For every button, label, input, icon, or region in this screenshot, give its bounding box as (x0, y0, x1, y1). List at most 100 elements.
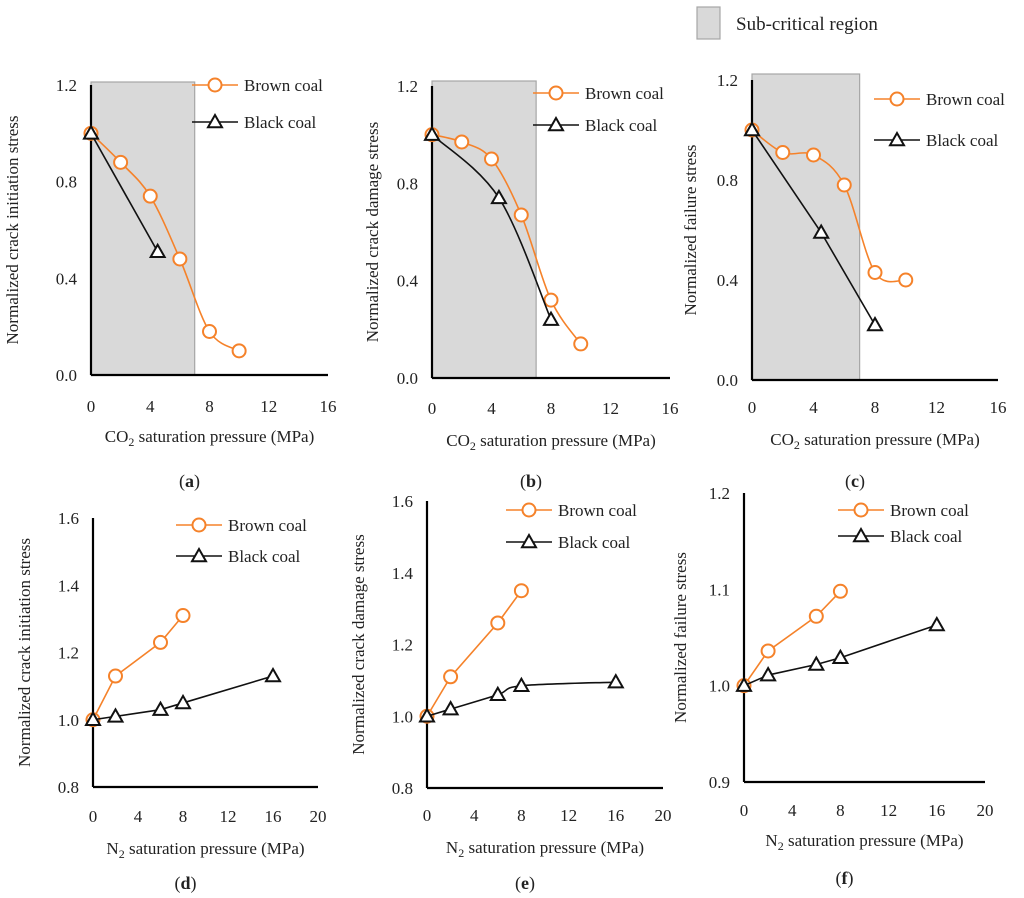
legend-item-black-coal: Black coal (176, 546, 300, 566)
y-tick-label: 0.8 (392, 779, 413, 798)
y-axis-label: Normalized crack damage stress (363, 122, 382, 342)
x-tick-label: 12 (928, 398, 945, 417)
data-point (836, 177, 852, 193)
legend-label: Black coal (926, 131, 998, 150)
y-tick-label: 1.4 (392, 564, 414, 583)
y-tick-label: 0.0 (717, 371, 738, 390)
panel-caption: (a) (179, 471, 200, 492)
data-point (84, 710, 102, 726)
series-line (426, 590, 523, 717)
panel-caption: (e) (515, 873, 535, 894)
y-tick-label: 1.0 (392, 707, 413, 726)
y-tick-label: 1.2 (392, 636, 413, 655)
data-point (108, 668, 123, 684)
legend-triangle-marker (852, 526, 870, 543)
data-point (175, 608, 191, 624)
x-tick-label: 0 (428, 399, 437, 418)
sub-critical-region (751, 73, 861, 381)
data-point (106, 707, 125, 723)
data-point (832, 583, 848, 599)
x-tick-label: 12 (260, 397, 277, 416)
x-tick-label: 16 (928, 801, 945, 820)
figure-legend: Sub-critical region (696, 6, 878, 40)
x-tick-label: 8 (836, 801, 845, 820)
legend-circle-marker (889, 91, 905, 107)
y-tick-label: 1.1 (709, 580, 730, 599)
legend-item-black-coal: Black coal (506, 532, 630, 552)
x-tick-label: 4 (809, 398, 818, 417)
chart-legend: Brown coal Black coal (176, 516, 307, 566)
data-point (513, 583, 529, 599)
x-tick-label: 12 (560, 806, 577, 825)
series-black-coal (82, 124, 167, 258)
x-tick-label: 4 (146, 397, 155, 416)
series-black-coal (735, 615, 946, 692)
legend-item-black-coal: Black coal (874, 130, 998, 150)
legend-item-black-coal: Black coal (838, 526, 962, 546)
y-tick-label: 0.8 (717, 171, 738, 190)
panel-caption: (b) (520, 471, 542, 492)
data-point (264, 667, 282, 683)
data-point (231, 343, 247, 359)
x-tick-label: 0 (89, 807, 98, 826)
x-tick-label: 8 (547, 399, 556, 418)
data-point (113, 154, 129, 170)
data-point (484, 151, 499, 167)
panel-caption: (f) (836, 868, 854, 889)
legend-item-brown-coal: Brown coal (838, 501, 969, 520)
data-point (142, 188, 158, 204)
legend-item-brown-coal: Brown coal (176, 516, 307, 535)
legend-circle-marker (521, 502, 537, 518)
series-brown-coal (83, 125, 247, 359)
chart-legend: Brown coal Black coal (874, 90, 1005, 150)
y-tick-label: 1.2 (58, 644, 79, 663)
x-tick-label: 12 (220, 807, 237, 826)
sub-critical-region (431, 80, 537, 379)
y-axis-label: Normalized crack initiation stress (15, 538, 34, 767)
data-point (759, 666, 777, 682)
x-tick-label: 20 (977, 801, 994, 820)
data-point (151, 700, 170, 716)
legend-circle-marker (853, 502, 869, 518)
x-tick-label: 4 (788, 801, 797, 820)
x-axis-label: N2 saturation pressure (MPa) (446, 838, 644, 860)
legend-item-black-coal: Black coal (533, 115, 657, 135)
data-point (148, 242, 167, 258)
legend-item-brown-coal: Brown coal (506, 501, 637, 520)
x-tick-label: 12 (880, 801, 897, 820)
data-point (808, 608, 824, 624)
series-black-coal (84, 667, 282, 726)
x-tick-label: 4 (470, 806, 479, 825)
data-point (174, 693, 192, 710)
data-point (423, 125, 441, 141)
x-tick-label: 4 (134, 807, 143, 826)
legend-triangle-marker (888, 130, 906, 147)
x-axis-label: N2 saturation pressure (MPa) (106, 839, 304, 861)
data-point (573, 336, 589, 352)
chart-panel-c: 0.0 0.4 0.8 1.2 0 4 8 12 16 CO2 saturation pressu… (681, 71, 1007, 492)
x-tick-label: 8 (179, 807, 188, 826)
y-tick-label: 1.2 (717, 71, 738, 90)
data-point (607, 673, 625, 689)
legend-label: Black coal (890, 527, 962, 546)
legend-item-brown-coal: Brown coal (874, 90, 1005, 109)
x-tick-label: 8 (871, 398, 880, 417)
chart-panel-e: 0.8 1.0 1.2 1.4 1.6 0 4 8 12 16 20 N2 saturation pr… (349, 492, 672, 894)
chart-panel-a: 0.0 0.4 0.8 1.2 0 4 8 12 16 CO2 saturation pressu… (3, 76, 337, 492)
chart-panel-b: 0.0 0.4 0.8 1.2 0 4 8 12 16 CO2 saturation pressu… (363, 77, 679, 492)
y-tick-label: 1.4 (58, 576, 80, 595)
x-tick-label: 8 (517, 806, 526, 825)
y-tick-label: 1.2 (56, 76, 77, 95)
data-point (443, 669, 459, 685)
y-tick-label: 0.0 (56, 366, 77, 385)
legend-label: Brown coal (228, 516, 307, 535)
legend-label: Black coal (585, 116, 657, 135)
legend-label: Black coal (228, 547, 300, 566)
series-line (92, 614, 184, 721)
series-line (743, 590, 841, 687)
data-point (202, 324, 217, 339)
data-point (928, 615, 946, 632)
data-point (807, 655, 826, 671)
legend-triangle-marker (547, 115, 565, 132)
